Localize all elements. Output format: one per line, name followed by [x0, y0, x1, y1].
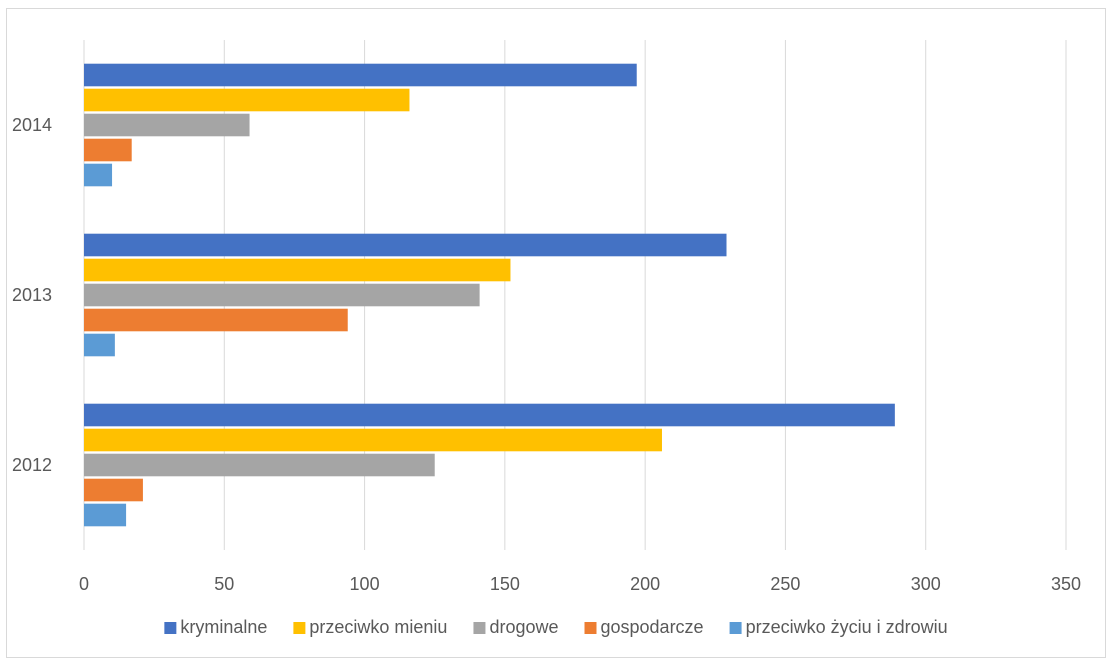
- y-category-label-2013: 2013: [12, 285, 52, 305]
- bar-2013-przeciwko-mieniu: [84, 258, 511, 282]
- y-axis-category-labels: 2012 2013 2014: [12, 115, 52, 475]
- legend-swatch: [473, 622, 486, 634]
- bar-2013-kryminalne: [84, 233, 727, 257]
- y-category-label-2012: 2012: [12, 455, 52, 475]
- legend-swatch: [164, 622, 177, 634]
- x-tick-label-0: 0: [79, 574, 89, 594]
- bar-2014-gospodarcze: [84, 138, 132, 162]
- legend: kryminalne przeciwko mieniu drogowe gospoda…: [164, 617, 948, 637]
- bar-2013-gospodarcze: [84, 308, 348, 332]
- x-tick-label-50: 50: [214, 574, 234, 594]
- bar-2014-drogowe: [84, 113, 250, 137]
- legend-item-kryminalne: kryminalne: [164, 617, 267, 637]
- bar-2012-kryminalne: [84, 403, 895, 427]
- x-tick-label-200: 200: [630, 574, 660, 594]
- bar-2013-drogowe: [84, 283, 480, 307]
- legend-swatch: [293, 622, 306, 634]
- bar-2012-gospodarcze: [84, 478, 143, 502]
- x-tick-label-350: 350: [1051, 574, 1081, 594]
- legend-item-gospodarcze: gospodarcze: [584, 617, 704, 637]
- bar-2012-przeciwko-życiu-i-zdrowiu: [84, 503, 127, 527]
- bar-2014-kryminalne: [84, 63, 637, 87]
- legend-item-drogowe: drogowe: [473, 617, 559, 637]
- legend-label: kryminalne: [180, 617, 267, 637]
- legend-label: przeciwko życiu i zdrowiu: [746, 617, 948, 637]
- y-category-label-2014: 2014: [12, 115, 52, 135]
- bar-2014-przeciwko-życiu-i-zdrowiu: [84, 163, 113, 187]
- x-tick-label-100: 100: [350, 574, 380, 594]
- x-tick-label-250: 250: [770, 574, 800, 594]
- bars: [84, 63, 895, 527]
- legend-label: gospodarcze: [601, 617, 704, 637]
- x-axis-tick-labels: 0 50 100 150 200 250 300 350: [79, 574, 1081, 594]
- bar-2012-drogowe: [84, 453, 435, 477]
- legend-item-przeciwko-życiu-i-zdrowiu: przeciwko życiu i zdrowiu: [729, 617, 948, 637]
- bar-2012-przeciwko-mieniu: [84, 428, 662, 452]
- legend-label: drogowe: [489, 617, 558, 637]
- legend-swatch: [584, 622, 597, 634]
- legend-item-przeciwko-mieniu: przeciwko mieniu: [293, 617, 447, 637]
- x-tick-label-300: 300: [911, 574, 941, 594]
- legend-label: przeciwko mieniu: [309, 617, 447, 637]
- legend-swatch: [729, 622, 742, 634]
- bar-2013-przeciwko-życiu-i-zdrowiu: [84, 333, 115, 357]
- x-tick-label-150: 150: [490, 574, 520, 594]
- bar-2014-przeciwko-mieniu: [84, 88, 410, 112]
